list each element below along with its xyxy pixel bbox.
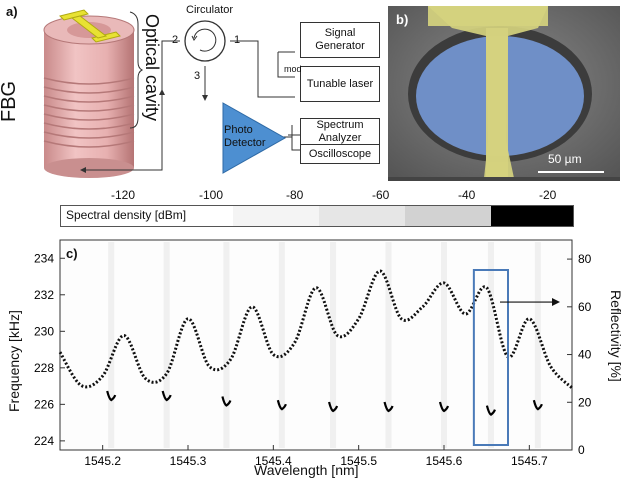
resonance-point (532, 399, 543, 411)
photodetector-triangle (222, 102, 286, 174)
colorbar-tick: -40 (458, 188, 476, 202)
port-1: 1 (234, 34, 241, 46)
y2-tick-label: 80 (578, 252, 592, 266)
resonance-point (438, 401, 450, 413)
circulator-label: Circulator (186, 4, 234, 16)
cavity-bracket (129, 11, 144, 129)
heatmap-stripe (163, 242, 170, 448)
colorbar-tick: -60 (372, 188, 390, 202)
y2-axis-label: Reflectivity [%] (608, 290, 624, 382)
x-tick-label: 1545.7 (511, 454, 548, 468)
oscilloscope-box: Oscilloscope (300, 144, 380, 164)
plot-area (59, 239, 573, 451)
resonance-point (383, 401, 394, 413)
heatmap-stripe (534, 242, 541, 448)
colorbar-tick: -120 (111, 188, 136, 202)
x-tick-label: 1545.3 (170, 454, 207, 468)
spectrogram-chart: 1545.2 1545.3 1545.4 1545.5 1545.6 1545.7 224 2… (34, 239, 592, 468)
heatmap-stripe (487, 242, 494, 448)
resonance-point (161, 390, 172, 402)
y-tick-label: 230 (34, 324, 54, 338)
axis-arrow-head (552, 298, 560, 307)
y-tick-label: 228 (34, 361, 54, 375)
photodetector-label: Photo Detector (224, 124, 266, 149)
heatmap-stripe (441, 242, 447, 448)
y-tick-label: 232 (34, 288, 54, 302)
setup-wiring (80, 40, 300, 173)
resonance-point (276, 399, 287, 411)
colorbar (60, 205, 574, 227)
x-tick-label: 1545.4 (255, 454, 292, 468)
sem-image (388, 6, 620, 181)
resonance-point (221, 396, 232, 407)
heatmap-stripe (108, 242, 115, 448)
y-tick-label: 224 (34, 434, 54, 448)
colorbar-tick: -100 (199, 188, 224, 202)
y-tick-label: 234 (34, 251, 54, 265)
heatmap-stripe (330, 242, 337, 448)
y-tick-label: 226 (34, 397, 54, 411)
spectrum-analyzer-box: Spectrum Analyzer (300, 118, 380, 146)
heatmap-stripe (223, 242, 230, 448)
x-tick-label: 1545.2 (84, 454, 121, 468)
scale-bar-label: 50 µm (548, 152, 582, 166)
mod-label: mod (284, 64, 302, 74)
heatmap-stripe (278, 242, 285, 448)
colorbar-tick: -20 (539, 188, 557, 202)
fbg-cylinder (43, 9, 135, 178)
x-axis-label: Wavelength [nm] (254, 462, 359, 478)
port-3: 3 (194, 70, 201, 82)
heatmap-stripes (108, 242, 541, 448)
port-2: 2 (172, 34, 179, 46)
y2-tick-label: 40 (578, 348, 592, 362)
colorbar-tick: -80 (286, 188, 304, 202)
tunable-laser-box: Tunable laser (300, 66, 380, 102)
resonance-point (485, 405, 496, 416)
colorbar-ticks: -120 -100 -80 -60 -40 -20 (0, 188, 628, 204)
highlight-box (472, 269, 510, 446)
y2-tick-label: 20 (578, 395, 592, 409)
panel-c-label: c) (66, 246, 78, 261)
tunable-laser-label: Tunable laser (306, 77, 374, 90)
y2-tick-label: 0 (578, 443, 585, 457)
panel-a-label: a) (6, 4, 18, 19)
y-axis-label: Frequency [kHz] (6, 310, 22, 412)
reflectivity-curve (58, 269, 574, 390)
panel-b-label: b) (396, 12, 409, 27)
colorbar-label: Spectral density [dBm] (66, 208, 187, 222)
y2-tick-label: 60 (578, 300, 592, 314)
resonance-point (327, 401, 339, 413)
circulator-icon (184, 20, 226, 62)
x-tick-label: 1545.5 (340, 454, 377, 468)
signal-generator-box: Signal Generator (300, 22, 380, 58)
resonance-point (106, 390, 117, 402)
x-tick-label: 1545.6 (426, 454, 463, 468)
heatmap-stripe (385, 242, 392, 448)
